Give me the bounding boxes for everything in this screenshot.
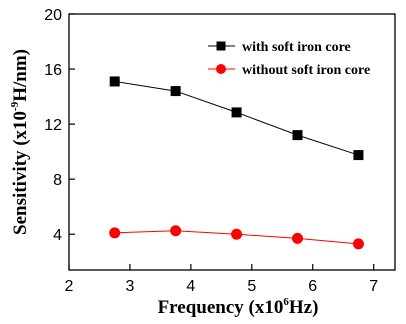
legend-marker-without-core [216, 64, 226, 74]
x-axis-title: Frequency (x106Hz) [158, 296, 319, 318]
series-1 [109, 76, 364, 161]
data-point-square [231, 107, 242, 118]
data-point-circle [170, 225, 182, 237]
legend-label-without-core: without soft iron core [242, 63, 370, 78]
y-tick-label: 4 [53, 227, 62, 244]
data-point-circle [292, 232, 304, 244]
x-tick-label: 5 [247, 278, 256, 295]
series-layer [109, 76, 364, 250]
y-axis-ticks: 4 8 12 16 20 [44, 7, 75, 244]
x-axis-ticks: 2 3 4 5 6 7 [65, 264, 378, 295]
x-tick-label: 7 [369, 278, 378, 295]
x-tick-label: 6 [308, 278, 317, 295]
plot-frame [68, 13, 396, 271]
y-axis-title: Sensitivity (x10-9H/nm) [9, 49, 31, 235]
y-tick-label: 16 [44, 62, 62, 79]
legend: with soft iron core without soft iron co… [208, 40, 370, 78]
data-point-circle [109, 227, 121, 239]
data-point-circle [231, 228, 243, 240]
y-tick-label: 20 [44, 7, 62, 24]
data-point-square [292, 130, 303, 141]
x-tick-label: 4 [186, 278, 195, 295]
series-line [114, 80, 359, 156]
x-tick-label: 3 [125, 278, 134, 295]
y-tick-label: 12 [44, 117, 62, 134]
x-tick-label: 2 [65, 278, 74, 295]
data-point-square [353, 150, 364, 161]
data-point-circle [352, 238, 364, 250]
data-point-square [109, 76, 120, 87]
data-point-square [170, 86, 181, 97]
legend-marker-with-core [216, 41, 226, 51]
series-2 [109, 225, 364, 250]
legend-label-with-core: with soft iron core [242, 40, 351, 55]
y-tick-label: 8 [53, 172, 62, 189]
